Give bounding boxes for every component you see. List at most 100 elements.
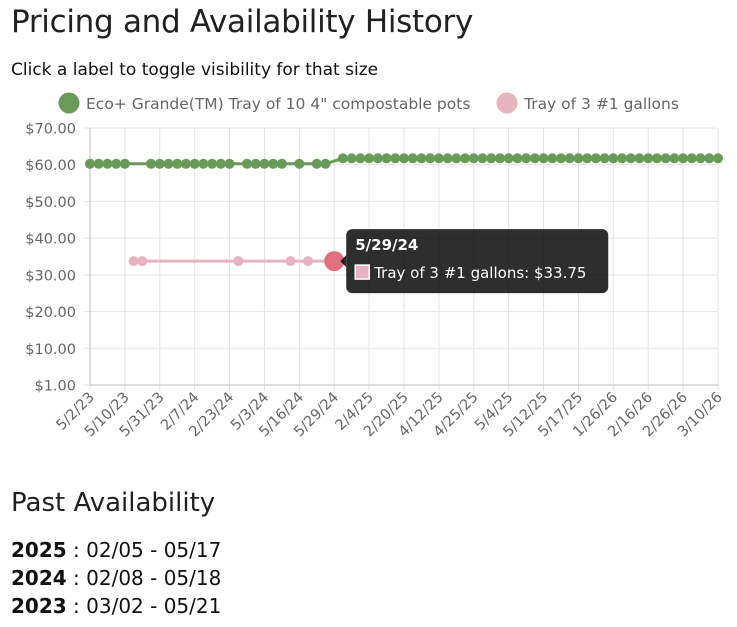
data-point[interactable] <box>669 153 680 164</box>
chart-grid: $70.00 $60.00 $50.00 $40.00 $30.00 $20.00 $10.… <box>25 122 726 441</box>
legend-item-eco-grande[interactable]: Eco+ Grande(TM) Tray of 10 4" compostabl… <box>58 92 471 114</box>
data-point[interactable] <box>372 153 383 164</box>
data-point[interactable] <box>172 158 183 169</box>
data-point[interactable] <box>442 153 453 164</box>
data-point[interactable] <box>268 158 279 169</box>
data-point[interactable] <box>198 158 209 169</box>
series-eco-grande <box>85 153 723 169</box>
data-point[interactable] <box>651 153 662 164</box>
data-point[interactable] <box>337 153 348 164</box>
data-point[interactable] <box>695 153 706 164</box>
data-point[interactable] <box>189 158 200 169</box>
availability-range: : 02/08 - 05/18 <box>66 566 222 590</box>
data-point[interactable] <box>556 153 566 164</box>
data-point[interactable] <box>521 153 532 164</box>
data-point[interactable] <box>547 153 558 164</box>
data-point[interactable] <box>242 158 252 169</box>
data-point[interactable] <box>154 158 165 169</box>
availability-year: 2023 <box>11 594 67 618</box>
data-point[interactable] <box>617 153 628 164</box>
data-point[interactable] <box>364 153 375 164</box>
data-point[interactable] <box>599 153 610 164</box>
data-point[interactable] <box>250 158 261 169</box>
data-point[interactable] <box>713 153 723 164</box>
data-point[interactable] <box>303 256 314 267</box>
tooltip-swatch <box>354 264 370 280</box>
data-point[interactable] <box>416 153 427 164</box>
tooltip-label: Tray of 3 #1 gallons: $33.75 <box>373 264 586 282</box>
data-point[interactable] <box>93 158 104 169</box>
legend-swatch <box>58 92 80 114</box>
data-point[interactable] <box>381 153 392 164</box>
data-point[interactable] <box>634 153 645 164</box>
legend-label[interactable]: Eco+ Grande(TM) Tray of 10 4" compostabl… <box>86 95 470 113</box>
data-point[interactable] <box>460 153 471 164</box>
data-point[interactable] <box>643 153 654 164</box>
data-point[interactable] <box>686 153 697 164</box>
data-point[interactable] <box>163 158 174 169</box>
availability-range: : 02/05 - 05/17 <box>66 538 222 562</box>
y-tick-label: $60.00 <box>25 158 76 174</box>
data-point[interactable] <box>564 153 575 164</box>
data-point[interactable] <box>390 153 401 164</box>
past-availability-list: 2025 : 02/05 - 05/17 2024 : 02/08 - 05/1… <box>11 536 221 620</box>
availability-row: 2024 : 02/08 - 05/18 <box>11 564 221 592</box>
data-point[interactable] <box>355 153 366 164</box>
availability-row: 2023 : 03/02 - 05/21 <box>11 592 221 620</box>
data-point[interactable] <box>180 158 191 169</box>
data-point[interactable] <box>294 158 305 169</box>
data-point[interactable] <box>224 158 235 169</box>
data-point[interactable] <box>399 153 409 164</box>
price-history-chart: Eco+ Grande(TM) Tray of 10 4" compostabl… <box>25 92 726 441</box>
y-tick-label: $70.00 <box>25 122 76 138</box>
data-point[interactable] <box>346 153 357 164</box>
data-point[interactable] <box>573 153 584 164</box>
legend-item-tray-of-3[interactable]: Tray of 3 #1 gallons <box>496 92 679 114</box>
data-point[interactable] <box>529 153 540 164</box>
data-point[interactable] <box>494 153 505 164</box>
legend-label[interactable]: Tray of 3 #1 gallons <box>523 95 679 113</box>
data-point-active[interactable] <box>324 251 345 272</box>
y-tick-label: $50.00 <box>25 195 76 211</box>
data-point[interactable] <box>704 153 715 164</box>
data-point[interactable] <box>137 256 148 267</box>
data-point[interactable] <box>146 158 157 169</box>
data-point[interactable] <box>407 153 418 164</box>
y-tick-label: $30.00 <box>25 268 76 284</box>
data-point[interactable] <box>259 158 270 169</box>
data-point[interactable] <box>311 158 322 169</box>
data-point[interactable] <box>102 158 113 169</box>
data-point[interactable] <box>503 153 514 164</box>
past-availability-heading: Past Availability <box>11 488 216 518</box>
data-point[interactable] <box>233 256 244 267</box>
data-point[interactable] <box>119 158 130 169</box>
legend-swatch <box>496 92 518 114</box>
data-point[interactable] <box>678 153 689 164</box>
data-point[interactable] <box>477 153 488 164</box>
chart-legend: Eco+ Grande(TM) Tray of 10 4" compostabl… <box>58 92 679 114</box>
data-point[interactable] <box>625 153 636 164</box>
data-point[interactable] <box>276 158 287 169</box>
data-point[interactable] <box>660 153 671 164</box>
data-point[interactable] <box>582 153 593 164</box>
data-point[interactable] <box>538 153 549 164</box>
data-point[interactable] <box>590 153 601 164</box>
data-point[interactable] <box>468 153 479 164</box>
y-tick-label: $20.00 <box>25 305 76 321</box>
page-title: Pricing and Availability History <box>11 4 474 40</box>
series-tray-of-3 <box>128 251 345 272</box>
data-point[interactable] <box>207 158 218 169</box>
data-point[interactable] <box>285 256 296 267</box>
data-point[interactable] <box>320 158 331 169</box>
data-point[interactable] <box>111 158 122 169</box>
data-point[interactable] <box>425 153 436 164</box>
data-point[interactable] <box>512 153 523 164</box>
data-point[interactable] <box>486 153 497 164</box>
data-point[interactable] <box>433 153 444 164</box>
data-point[interactable] <box>128 256 139 267</box>
availability-year: 2024 <box>11 566 67 590</box>
data-point[interactable] <box>608 153 619 164</box>
data-point[interactable] <box>215 158 226 169</box>
data-point[interactable] <box>451 153 462 164</box>
data-point[interactable] <box>85 158 95 169</box>
